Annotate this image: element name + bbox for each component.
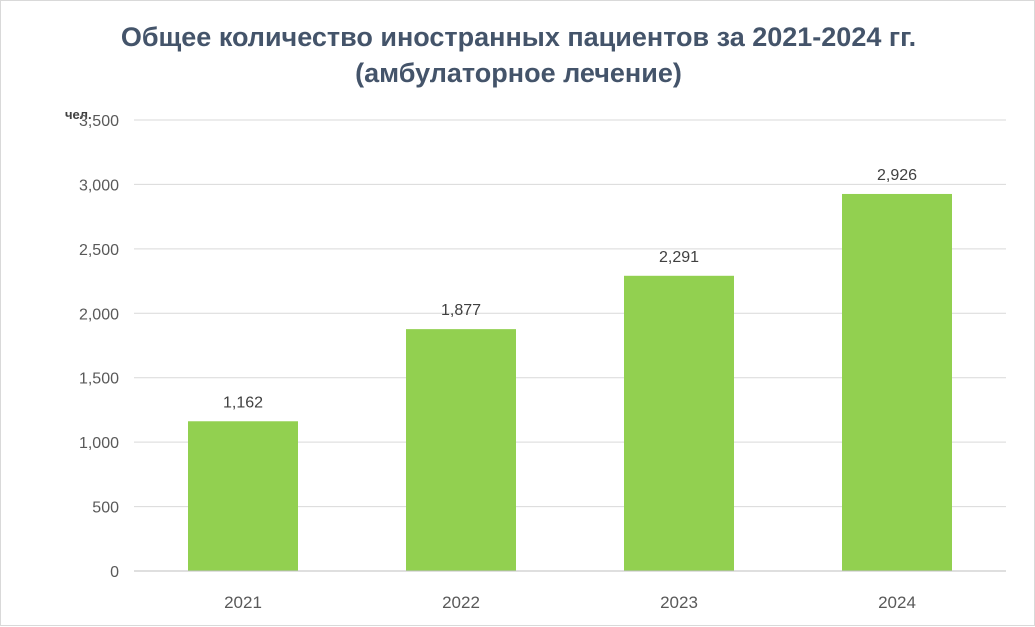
bar bbox=[842, 193, 952, 572]
y-tick-label: 1,500 bbox=[79, 371, 119, 388]
data-label: 2,926 bbox=[877, 167, 917, 184]
data-label: 1,877 bbox=[441, 302, 481, 319]
bar bbox=[406, 329, 516, 571]
y-tick-label: 0 bbox=[110, 564, 119, 581]
x-tick-label: 2023 bbox=[660, 593, 698, 612]
chart-title-line-1: Общее количество иностранных пациентов з… bbox=[120, 22, 917, 52]
bar bbox=[624, 275, 734, 571]
data-label: 1,162 bbox=[223, 394, 263, 411]
x-tick-label: 2024 bbox=[878, 593, 916, 612]
data-label: 2,291 bbox=[659, 249, 699, 266]
y-tick-label: 500 bbox=[92, 500, 119, 517]
y-tick-label: 3,500 bbox=[79, 113, 119, 130]
bar bbox=[188, 421, 298, 571]
x-tick-label: 2021 bbox=[224, 593, 262, 612]
y-axis-unit-label: чел. bbox=[65, 107, 92, 122]
y-tick-label: 1,000 bbox=[79, 435, 119, 452]
y-tick-label: 3,000 bbox=[79, 177, 119, 194]
x-tick-label: 2022 bbox=[442, 593, 480, 612]
chart-title: Общее количество иностранных пациентов з… bbox=[1, 19, 1035, 91]
y-tick-label: 2,000 bbox=[79, 306, 119, 323]
y-tick-label: 2,500 bbox=[79, 242, 119, 259]
chart-title-line-2: (амбулаторное лечение) bbox=[355, 58, 682, 88]
